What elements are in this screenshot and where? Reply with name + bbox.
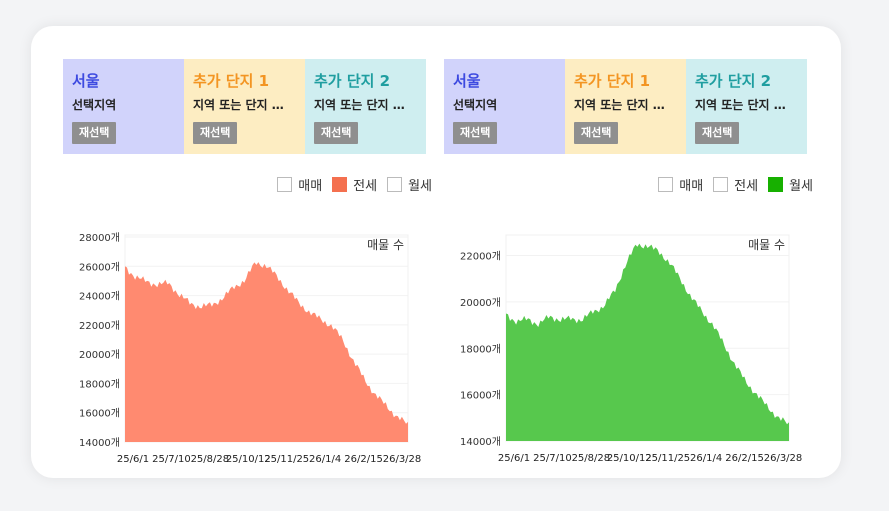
reselect-button[interactable]: 재선택 xyxy=(695,122,740,144)
y-tick-label: 20000개 xyxy=(460,297,501,309)
y-tick-label: 22000개 xyxy=(460,251,501,263)
x-tick-label: 25/8/28 xyxy=(191,454,230,464)
legend-label: 매매 xyxy=(298,179,323,194)
region-selector: 서울 선택지역 재선택 추가 단지 1 지역 또는 단지 … 재선택 추가 단지… xyxy=(444,59,807,154)
x-tick-label: 26/3/28 xyxy=(764,453,803,464)
y-tick-label: 28000개 xyxy=(79,232,120,244)
comparison-card: 서울 선택지역 재선택 추가 단지 1 지역 또는 단지 … 재선택 추가 단지… xyxy=(31,26,841,478)
panel-monthly: 서울 선택지역 재선택 추가 단지 1 지역 또는 단지 … 재선택 추가 단지… xyxy=(444,59,813,464)
reselect-button[interactable]: 재선택 xyxy=(72,122,117,144)
region-subtitle: 지역 또는 단지 … xyxy=(695,98,786,112)
x-tick-label: 25/7/10 xyxy=(533,453,572,464)
region-seoul[interactable]: 서울 선택지역 재선택 xyxy=(444,59,565,154)
legend-label: 매매 xyxy=(679,179,704,194)
y-tick-label: 18000개 xyxy=(79,378,120,390)
legend: 매매 전세 월세 xyxy=(277,175,432,194)
y-tick-label: 26000개 xyxy=(79,261,120,273)
y-tick-label: 20000개 xyxy=(79,349,120,361)
legend-item-jeonse[interactable]: 전세 xyxy=(713,175,758,194)
x-tick-label: 25/8/28 xyxy=(572,453,611,464)
x-tick-label: 26/2/15 xyxy=(344,454,383,464)
y-tick-label: 22000개 xyxy=(79,320,120,332)
annotation-label: 매물 수 xyxy=(367,238,404,252)
legend-item-jeonse[interactable]: 전세 xyxy=(332,175,377,194)
region-selector: 서울 선택지역 재선택 추가 단지 1 지역 또는 단지 … 재선택 추가 단지… xyxy=(63,59,426,154)
area-series xyxy=(506,243,789,441)
annotation-label: 매물 수 xyxy=(748,238,785,252)
checkbox-icon[interactable] xyxy=(768,177,784,192)
x-tick-label: 25/7/10 xyxy=(152,454,191,464)
x-tick-label: 25/10/12 xyxy=(226,454,271,464)
region-subtitle: 지역 또는 단지 … xyxy=(574,98,665,112)
checkbox-icon[interactable] xyxy=(332,177,348,192)
region-name: 서울 xyxy=(453,72,481,90)
region-name: 추가 단지 1 xyxy=(574,72,651,90)
checkbox-icon[interactable] xyxy=(277,177,293,192)
legend-item-monthly[interactable]: 월세 xyxy=(387,175,432,194)
region-name: 추가 단지 2 xyxy=(314,72,391,90)
region-subtitle: 선택지역 xyxy=(453,98,498,112)
region-subtitle: 선택지역 xyxy=(72,98,117,112)
legend-label: 전세 xyxy=(353,179,378,194)
x-tick-label: 26/1/4 xyxy=(690,453,722,464)
region-name: 추가 단지 2 xyxy=(695,72,772,90)
legend-item-monthly[interactable]: 월세 xyxy=(768,175,813,194)
x-tick-label: 26/1/4 xyxy=(309,454,341,464)
legend-label: 월세 xyxy=(789,179,813,194)
reselect-button[interactable]: 재선택 xyxy=(193,122,238,144)
region-subtitle: 지역 또는 단지 … xyxy=(193,98,284,112)
region-added-2[interactable]: 추가 단지 2 지역 또는 단지 … 재선택 xyxy=(305,59,426,154)
checkbox-icon[interactable] xyxy=(387,177,403,192)
legend-label: 전세 xyxy=(734,179,759,194)
region-added-1[interactable]: 추가 단지 1 지역 또는 단지 … 재선택 xyxy=(565,59,686,154)
y-tick-label: 14000개 xyxy=(460,436,501,448)
legend-label: 월세 xyxy=(408,179,432,194)
jeonse-listings-chart: 14000개 16000개 18000개 20000개 22000개 24000개 2600… xyxy=(79,232,422,464)
region-seoul[interactable]: 서울 선택지역 재선택 xyxy=(63,59,184,154)
x-tick-label: 25/6/1 xyxy=(117,454,149,464)
x-tick-label: 26/3/28 xyxy=(383,454,422,464)
y-tick-label: 24000개 xyxy=(79,291,120,303)
y-tick-label: 14000개 xyxy=(79,437,120,449)
reselect-button[interactable]: 재선택 xyxy=(453,122,498,144)
y-tick-label: 16000개 xyxy=(79,408,120,420)
region-subtitle: 지역 또는 단지 … xyxy=(314,98,405,112)
reselect-button[interactable]: 재선택 xyxy=(574,122,619,144)
region-added-2[interactable]: 추가 단지 2 지역 또는 단지 … 재선택 xyxy=(686,59,807,154)
panel-jeonse: 서울 선택지역 재선택 추가 단지 1 지역 또는 단지 … 재선택 추가 단지… xyxy=(63,59,432,464)
x-tick-label: 25/10/12 xyxy=(607,453,652,464)
checkbox-icon[interactable] xyxy=(658,177,674,192)
legend-item-sale[interactable]: 매매 xyxy=(277,175,322,194)
y-tick-label: 18000개 xyxy=(460,343,501,355)
area-series xyxy=(125,262,408,442)
x-tick-label: 25/11/25 xyxy=(264,454,309,464)
region-added-1[interactable]: 추가 단지 1 지역 또는 단지 … 재선택 xyxy=(184,59,305,154)
region-name: 추가 단지 1 xyxy=(193,72,270,90)
reselect-button[interactable]: 재선택 xyxy=(314,122,359,144)
x-tick-label: 25/6/1 xyxy=(498,453,530,464)
x-tick-label: 26/2/15 xyxy=(725,453,764,464)
legend: 매매 전세 월세 xyxy=(658,175,813,194)
x-tick-label: 25/11/25 xyxy=(645,453,690,464)
monthly-listings-chart: 14000개 16000개 18000개 20000개 22000개 25/6/1 25/7… xyxy=(460,234,803,464)
y-tick-label: 16000개 xyxy=(460,390,501,402)
region-name: 서울 xyxy=(72,72,100,90)
checkbox-icon[interactable] xyxy=(713,177,729,192)
legend-item-sale[interactable]: 매매 xyxy=(658,175,703,194)
